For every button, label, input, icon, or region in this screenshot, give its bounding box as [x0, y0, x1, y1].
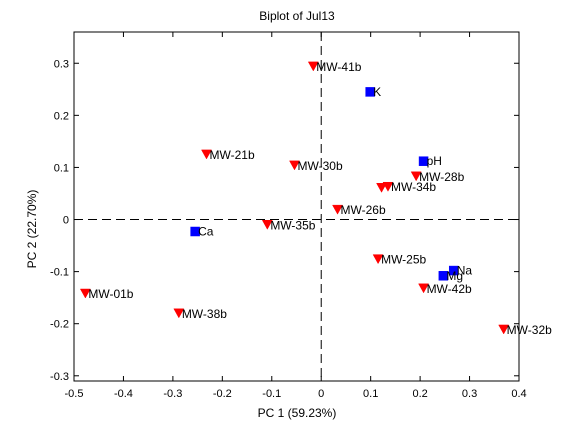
y-tick-label: -0.1: [50, 267, 69, 279]
square-point-marker: [448, 265, 459, 276]
point-label: MW-38b: [182, 307, 227, 321]
x-tick-label: 0.3: [462, 388, 477, 400]
triangle-point-marker: [289, 160, 300, 171]
point-label: Na: [457, 264, 473, 278]
triangle-point-marker: [261, 220, 273, 230]
chart-title: Biplot of Jul13: [259, 9, 335, 23]
y-tick-label: 0.1: [54, 162, 69, 174]
y-tick-label: -0.3: [50, 371, 69, 383]
triangle-point-marker: [410, 171, 422, 182]
y-axis-label: PC 2 (22.70%): [25, 190, 39, 269]
triangle-point-marker: [173, 308, 185, 319]
triangle-point-marker: [372, 254, 384, 265]
triangle-point-marker: [201, 149, 212, 160]
point-label: MW-41b: [316, 60, 361, 74]
y-tick-label: -0.2: [50, 319, 69, 331]
plot-frame: [73, 31, 520, 382]
point-label: MW-21b: [210, 148, 255, 162]
x-tick-label: -0.1: [262, 388, 281, 400]
x-axis-label: PC 1 (59.23%): [258, 406, 337, 420]
x-tick-label: -0.3: [163, 388, 182, 400]
x-tick-label: -0.5: [65, 388, 84, 400]
x-tick-label: 0.2: [412, 388, 427, 400]
x-tick-label: -0.2: [213, 388, 232, 400]
point-label: MW-42b: [427, 282, 472, 296]
triangle-point-marker: [79, 288, 91, 299]
point-label: MW-35b: [270, 218, 315, 232]
x-tick-label: 0.1: [363, 388, 378, 400]
triangle-point-marker: [332, 204, 343, 215]
y-tick-label: 0.3: [54, 58, 69, 70]
point-label: K: [373, 85, 381, 99]
triangle-point-marker: [307, 61, 319, 72]
point-label: MW-30b: [298, 159, 343, 173]
point-label: pH: [427, 154, 442, 168]
plot-area: -0.5 -0.4 -0.3 -0.2 -0.1 0 0.1 0.2 0.3 0.4 -0.3 -0.…: [50, 31, 552, 400]
triangle-point-marker: [418, 283, 429, 294]
square-point-marker: [365, 87, 375, 97]
point-label: MW-01b: [88, 287, 133, 301]
x-tick-label: -0.4: [114, 388, 133, 400]
point-label: MW-28b: [419, 170, 464, 184]
triangle-point-marker: [498, 324, 510, 335]
triangle-point-marker: [376, 183, 387, 193]
y-tick-label: 0.2: [54, 110, 69, 122]
y-tick-label: 0: [63, 215, 69, 227]
point-label: Ca: [198, 225, 214, 239]
point-label: MW-26b: [341, 203, 386, 217]
x-tick-label: 0: [318, 388, 324, 400]
point-label: MW-32b: [507, 323, 552, 337]
point-label: Mg: [446, 269, 463, 283]
square-point-marker: [438, 271, 449, 281]
square-point-marker: [418, 156, 429, 166]
point-label: MW-25b: [381, 253, 426, 267]
square-point-marker: [190, 226, 200, 237]
point-label: MW-34b: [391, 180, 436, 194]
x-tick-label: 0.4: [511, 388, 526, 400]
